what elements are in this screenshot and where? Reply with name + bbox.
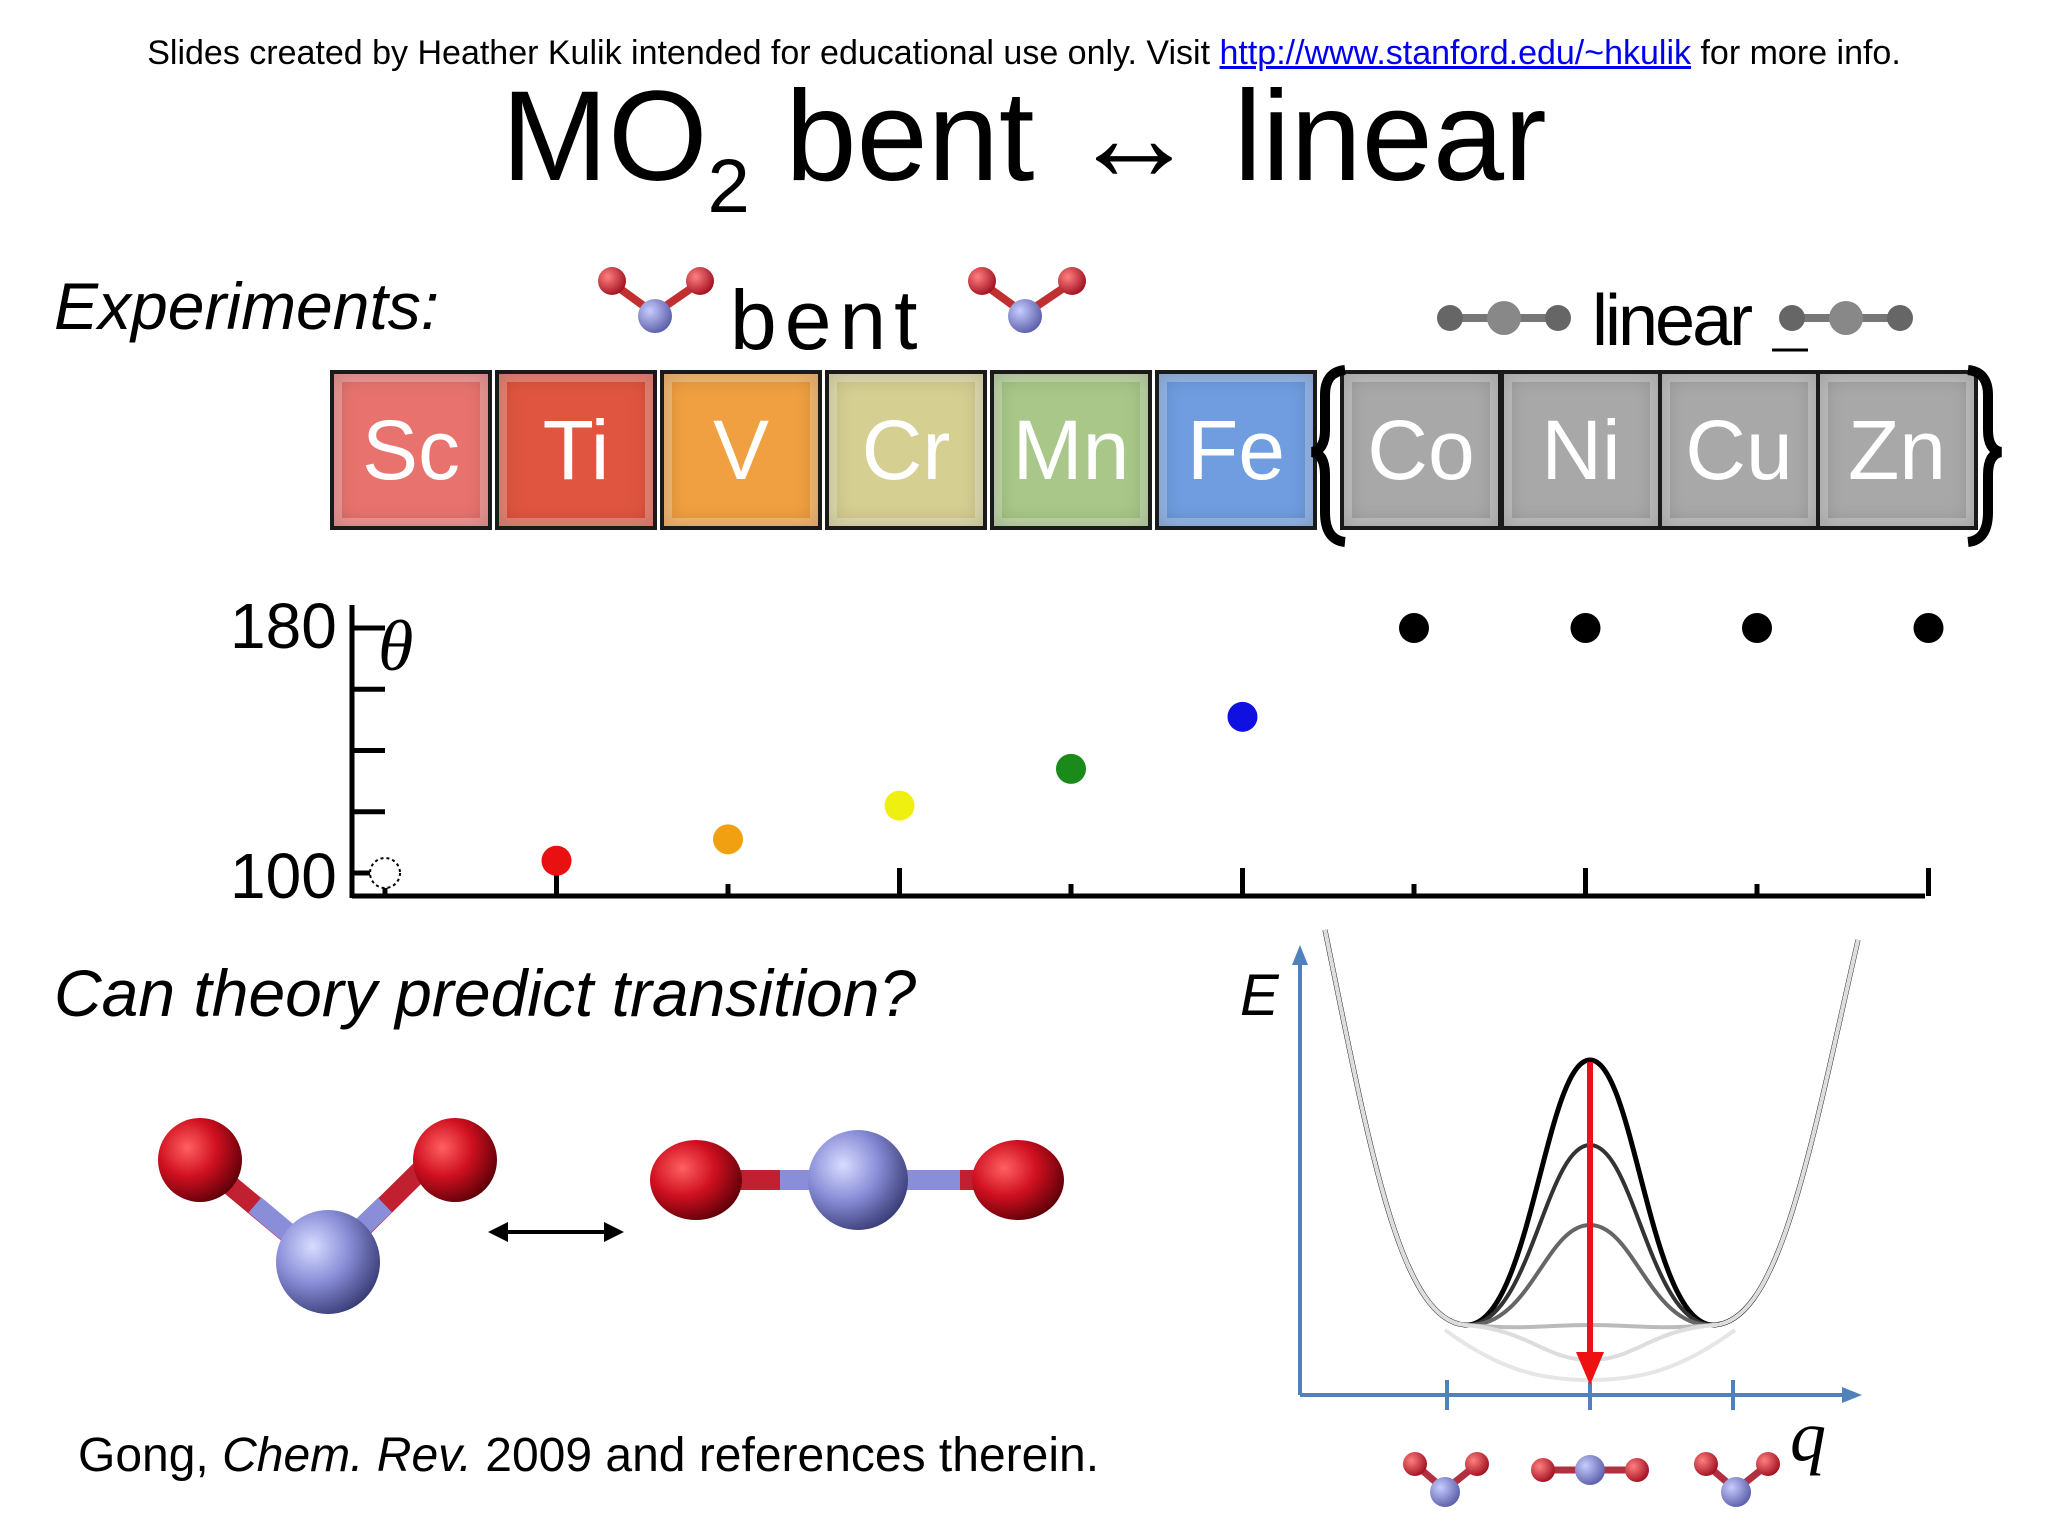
- experiments-label: Experiments:: [54, 269, 440, 343]
- element-tile-mn: Mn: [990, 370, 1152, 530]
- y-tick-label: 100: [230, 840, 337, 912]
- credit-line: Slides created by Heather Kulik intended…: [0, 34, 2048, 73]
- credit-link[interactable]: http://www.stanford.edu/~hkulik: [1219, 34, 1692, 72]
- title-rest: bent ↔ linear: [749, 65, 1547, 208]
- title-main: MO: [501, 65, 708, 208]
- linear-label: linear: [1592, 281, 1753, 361]
- data-point-cr: [884, 790, 915, 821]
- right-brace: [1967, 365, 2003, 547]
- bent-molecule-icon-right: [968, 267, 1086, 333]
- citation-journal: Chem. Rev.: [222, 1429, 472, 1482]
- data-point-fe: [1227, 701, 1258, 732]
- citation-rest: 2009 and references therein.: [471, 1429, 1100, 1482]
- bent-molecule-small-right: [1694, 1452, 1780, 1507]
- element-tile-zn: Zn: [1816, 370, 1978, 530]
- bent-label: bent: [730, 273, 926, 367]
- data-point-mn: [1056, 753, 1086, 784]
- y-tick-label: 180: [230, 590, 337, 662]
- linear-molecule-small: [1531, 1455, 1649, 1485]
- data-point-cu: [1742, 613, 1772, 643]
- linear-molecule-large: [650, 1130, 1064, 1230]
- element-tile-v: V: [660, 370, 822, 530]
- question-text: Can theory predict transition?: [54, 956, 917, 1030]
- bent-molecule-large: [158, 1118, 497, 1314]
- citation: Gong, Chem. Rev. 2009 and references the…: [78, 1428, 1099, 1483]
- element-tile-cr: Cr: [825, 370, 987, 530]
- y-axis-label: θ: [378, 606, 413, 686]
- citation-author: Gong,: [78, 1429, 223, 1482]
- element-tile-ti: Ti: [495, 370, 657, 530]
- element-tile-ni: Ni: [1500, 370, 1662, 530]
- slide-title: MO2 bent ↔ linear: [0, 62, 2048, 262]
- double-arrow: [488, 1222, 624, 1242]
- credit-suffix: for more info.: [1691, 34, 1901, 72]
- bent-molecule-icon-left: [598, 267, 714, 333]
- coordinate-axis-label: q: [1790, 1396, 1826, 1476]
- angle-scatter-chart: 180 100 θ: [230, 590, 1944, 912]
- data-point-co: [1399, 613, 1429, 643]
- left-brace: [1310, 365, 1346, 547]
- linear-molecule-icon-left: [1437, 301, 1571, 335]
- y-axis-arrowhead: [1292, 945, 1308, 965]
- element-tile-cu: Cu: [1658, 370, 1820, 530]
- linear-molecule-icon-right: [1779, 301, 1913, 335]
- energy-axis-label: E: [1240, 963, 1280, 1028]
- credit-prefix: Slides created by Heather Kulik intended…: [147, 34, 1220, 72]
- element-tile-sc: Sc: [330, 370, 492, 530]
- energy-plot: Eq: [1240, 929, 1862, 1507]
- element-tile-fe: Fe: [1155, 370, 1317, 530]
- barrier-arrowhead: [1576, 1352, 1604, 1385]
- data-point-sc: [369, 857, 401, 889]
- data-point-ti: [541, 845, 572, 876]
- data-point-zn: [1913, 613, 1944, 643]
- x-axis-arrowhead: [1842, 1387, 1862, 1403]
- bent-molecule-small-left: [1403, 1452, 1489, 1507]
- data-point-v: [713, 824, 743, 855]
- data-point-ni: [1570, 613, 1601, 643]
- title-subscript: 2: [707, 144, 750, 229]
